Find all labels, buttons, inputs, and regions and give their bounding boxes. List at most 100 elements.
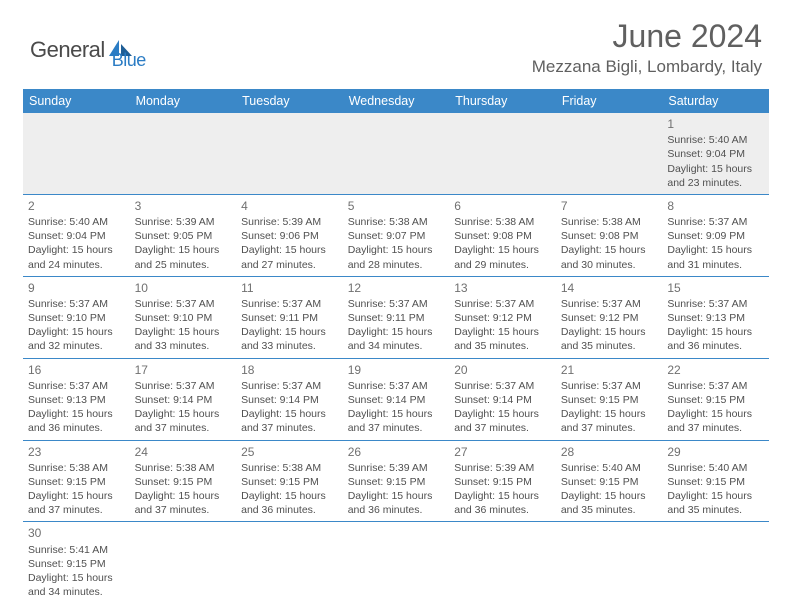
sunrise-line: Sunrise: 5:37 AM [135,379,232,393]
sunrise-line: Sunrise: 5:38 AM [241,461,338,475]
weekday-header-row: SundayMondayTuesdayWednesdayThursdayFrid… [23,89,769,113]
day-number: 21 [561,362,658,378]
sunrise-line: Sunrise: 5:37 AM [28,297,125,311]
sunset-line: Sunset: 9:14 PM [348,393,445,407]
header: General Blue June 2024 Mezzana Bigli, Lo… [0,0,792,85]
weekday-header: Wednesday [343,89,450,113]
calendar-day-cell: 26Sunrise: 5:39 AMSunset: 9:15 PMDayligh… [343,440,450,522]
sunrise-line: Sunrise: 5:38 AM [28,461,125,475]
calendar-day-cell: 29Sunrise: 5:40 AMSunset: 9:15 PMDayligh… [662,440,769,522]
daylight-line: Daylight: 15 hours and 37 minutes. [454,407,551,435]
calendar-day-cell: 30Sunrise: 5:41 AMSunset: 9:15 PMDayligh… [23,522,130,603]
day-number: 17 [135,362,232,378]
sunset-line: Sunset: 9:15 PM [348,475,445,489]
sunset-line: Sunset: 9:15 PM [561,393,658,407]
logo: General Blue [30,28,146,71]
sunset-line: Sunset: 9:10 PM [135,311,232,325]
sunrise-line: Sunrise: 5:37 AM [561,379,658,393]
sunset-line: Sunset: 9:08 PM [454,229,551,243]
sunset-line: Sunset: 9:14 PM [135,393,232,407]
day-number: 6 [454,198,551,214]
day-number: 19 [348,362,445,378]
sunrise-line: Sunrise: 5:37 AM [241,297,338,311]
weekday-header: Monday [130,89,237,113]
calendar-day-cell: 11Sunrise: 5:37 AMSunset: 9:11 PMDayligh… [236,276,343,358]
calendar-day-cell: 24Sunrise: 5:38 AMSunset: 9:15 PMDayligh… [130,440,237,522]
day-number: 10 [135,280,232,296]
sunrise-line: Sunrise: 5:37 AM [454,379,551,393]
sunrise-line: Sunrise: 5:38 AM [135,461,232,475]
daylight-line: Daylight: 15 hours and 33 minutes. [135,325,232,353]
sunset-line: Sunset: 9:04 PM [28,229,125,243]
sunset-line: Sunset: 9:12 PM [561,311,658,325]
month-title: June 2024 [532,18,762,55]
sunset-line: Sunset: 9:05 PM [135,229,232,243]
title-block: June 2024 Mezzana Bigli, Lombardy, Italy [532,18,762,77]
sunset-line: Sunset: 9:06 PM [241,229,338,243]
calendar-day-cell: 23Sunrise: 5:38 AMSunset: 9:15 PMDayligh… [23,440,130,522]
logo-text-blue: Blue [112,50,146,71]
daylight-line: Daylight: 15 hours and 34 minutes. [348,325,445,353]
calendar-day-cell: 7Sunrise: 5:38 AMSunset: 9:08 PMDaylight… [556,194,663,276]
daylight-line: Daylight: 15 hours and 35 minutes. [454,325,551,353]
daylight-line: Daylight: 15 hours and 33 minutes. [241,325,338,353]
daylight-line: Daylight: 15 hours and 37 minutes. [667,407,764,435]
sunset-line: Sunset: 9:15 PM [667,475,764,489]
calendar-day-cell: 21Sunrise: 5:37 AMSunset: 9:15 PMDayligh… [556,358,663,440]
day-number: 24 [135,444,232,460]
daylight-line: Daylight: 15 hours and 37 minutes. [241,407,338,435]
sunset-line: Sunset: 9:04 PM [667,147,764,161]
sunset-line: Sunset: 9:14 PM [454,393,551,407]
calendar-day-cell: 17Sunrise: 5:37 AMSunset: 9:14 PMDayligh… [130,358,237,440]
sunset-line: Sunset: 9:15 PM [561,475,658,489]
sunrise-line: Sunrise: 5:38 AM [561,215,658,229]
calendar-day-cell: 28Sunrise: 5:40 AMSunset: 9:15 PMDayligh… [556,440,663,522]
calendar-week-row: 2Sunrise: 5:40 AMSunset: 9:04 PMDaylight… [23,194,769,276]
daylight-line: Daylight: 15 hours and 25 minutes. [135,243,232,271]
day-number: 7 [561,198,658,214]
weekday-header: Saturday [662,89,769,113]
sunset-line: Sunset: 9:15 PM [28,557,125,571]
day-number: 29 [667,444,764,460]
sunset-line: Sunset: 9:10 PM [28,311,125,325]
calendar-empty-cell [23,113,130,194]
calendar-empty-cell [449,522,556,603]
daylight-line: Daylight: 15 hours and 30 minutes. [561,243,658,271]
sunrise-line: Sunrise: 5:40 AM [667,133,764,147]
daylight-line: Daylight: 15 hours and 37 minutes. [28,489,125,517]
sunset-line: Sunset: 9:15 PM [28,475,125,489]
sunrise-line: Sunrise: 5:37 AM [667,379,764,393]
daylight-line: Daylight: 15 hours and 31 minutes. [667,243,764,271]
day-number: 16 [28,362,125,378]
location: Mezzana Bigli, Lombardy, Italy [532,57,762,77]
daylight-line: Daylight: 15 hours and 32 minutes. [28,325,125,353]
calendar-day-cell: 27Sunrise: 5:39 AMSunset: 9:15 PMDayligh… [449,440,556,522]
daylight-line: Daylight: 15 hours and 35 minutes. [561,489,658,517]
day-number: 2 [28,198,125,214]
calendar-empty-cell [236,522,343,603]
calendar-day-cell: 2Sunrise: 5:40 AMSunset: 9:04 PMDaylight… [23,194,130,276]
sunrise-line: Sunrise: 5:39 AM [454,461,551,475]
day-number: 8 [667,198,764,214]
sunrise-line: Sunrise: 5:37 AM [348,379,445,393]
calendar-day-cell: 13Sunrise: 5:37 AMSunset: 9:12 PMDayligh… [449,276,556,358]
calendar-day-cell: 19Sunrise: 5:37 AMSunset: 9:14 PMDayligh… [343,358,450,440]
day-number: 14 [561,280,658,296]
daylight-line: Daylight: 15 hours and 37 minutes. [135,407,232,435]
day-number: 30 [28,525,125,541]
sunrise-line: Sunrise: 5:39 AM [135,215,232,229]
sunset-line: Sunset: 9:13 PM [28,393,125,407]
day-number: 15 [667,280,764,296]
calendar-empty-cell [556,113,663,194]
day-number: 3 [135,198,232,214]
daylight-line: Daylight: 15 hours and 36 minutes. [241,489,338,517]
calendar-week-row: 30Sunrise: 5:41 AMSunset: 9:15 PMDayligh… [23,522,769,603]
sunrise-line: Sunrise: 5:37 AM [667,297,764,311]
calendar-day-cell: 22Sunrise: 5:37 AMSunset: 9:15 PMDayligh… [662,358,769,440]
sunrise-line: Sunrise: 5:37 AM [561,297,658,311]
calendar-week-row: 9Sunrise: 5:37 AMSunset: 9:10 PMDaylight… [23,276,769,358]
day-number: 28 [561,444,658,460]
calendar-day-cell: 9Sunrise: 5:37 AMSunset: 9:10 PMDaylight… [23,276,130,358]
daylight-line: Daylight: 15 hours and 28 minutes. [348,243,445,271]
calendar-empty-cell [662,522,769,603]
